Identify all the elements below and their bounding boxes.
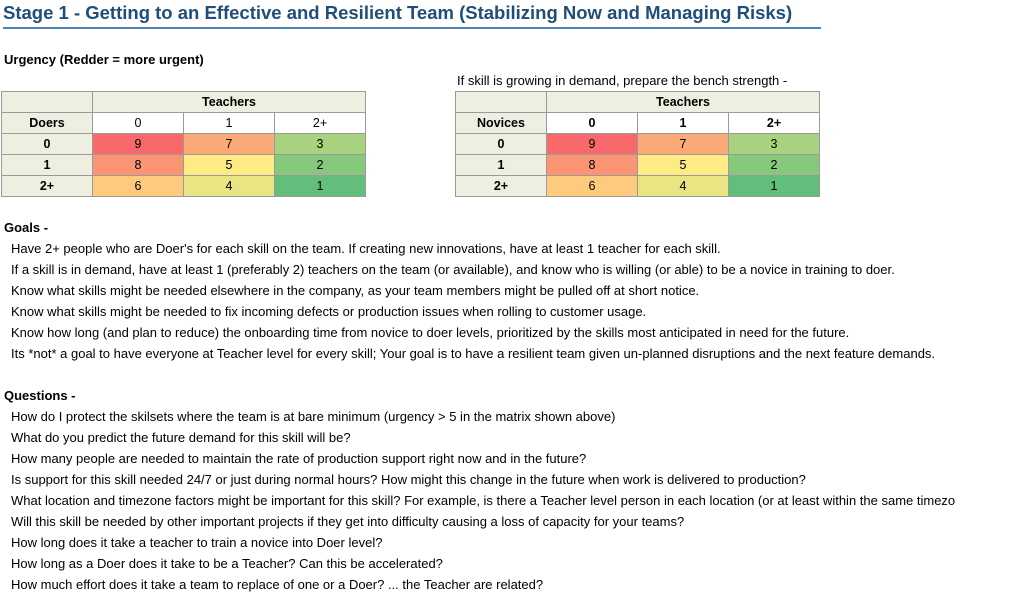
matrix-row-header: Novices <box>455 112 547 134</box>
matrix-cell: 3 <box>727 133 821 155</box>
matrix-row-label: 0 <box>455 133 547 155</box>
matrix-cell: 9 <box>546 133 638 155</box>
matrix-cell: 3 <box>273 133 367 155</box>
urgency-matrix-novices: Teachers Novices 0 1 2+ 0 9 7 3 1 8 5 2 … <box>455 91 821 197</box>
matrix-row-label: 2+ <box>455 175 547 197</box>
matrix-cell: 4 <box>183 175 275 197</box>
matrix-row-label: 0 <box>1 133 93 155</box>
question-item: How much effort does it take a team to r… <box>11 577 544 592</box>
goal-item: If a skill is in demand, have at least 1… <box>11 262 895 277</box>
matrix-cell: 8 <box>92 154 184 176</box>
goal-item: Have 2+ people who are Doer's for each s… <box>11 241 721 256</box>
matrix-group-header: Teachers <box>545 91 821 113</box>
question-item: What location and timezone factors might… <box>11 493 956 508</box>
matrix-cell: 6 <box>92 175 184 197</box>
matrix-cell: 6 <box>546 175 638 197</box>
matrix-row-label: 2+ <box>1 175 93 197</box>
page-title: Stage 1 - Getting to an Effective and Re… <box>3 2 821 29</box>
goals-heading: Goals - <box>4 220 49 235</box>
matrix-col-label: 0 <box>92 112 184 134</box>
bench-note: If skill is growing in demand, prepare t… <box>457 73 788 88</box>
urgency-matrix-doers: Teachers Doers 0 1 2+ 0 9 7 3 1 8 5 2 2+… <box>1 91 367 197</box>
urgency-label: Urgency (Redder = more urgent) <box>4 52 204 67</box>
matrix-cell: 8 <box>546 154 638 176</box>
matrix-col-label: 0 <box>546 112 638 134</box>
matrix-cell: 2 <box>727 154 821 176</box>
question-item: Is support for this skill needed 24/7 or… <box>11 472 806 487</box>
matrix-row-label: 1 <box>455 154 547 176</box>
matrix-cell: 7 <box>183 133 275 155</box>
matrix-cell: 9 <box>92 133 184 155</box>
question-item: What do you predict the future demand fo… <box>11 430 351 445</box>
matrix-col-label: 2+ <box>727 112 821 134</box>
matrix-cell: 1 <box>273 175 367 197</box>
goal-item: Know what skills might be needed to fix … <box>11 304 647 319</box>
question-item: How do I protect the skilsets where the … <box>11 409 616 424</box>
matrix-cell: 5 <box>637 154 729 176</box>
matrix-corner <box>1 91 93 113</box>
question-item: How long as a Doer does it take to be a … <box>11 556 443 571</box>
matrix-cell: 2 <box>273 154 367 176</box>
matrix-group-header: Teachers <box>91 91 367 113</box>
goal-item: Know how long (and plan to reduce) the o… <box>11 325 850 340</box>
question-item: How long does it take a teacher to train… <box>11 535 383 550</box>
matrix-cell: 1 <box>727 175 821 197</box>
matrix-corner <box>455 91 547 113</box>
questions-heading: Questions - <box>4 388 76 403</box>
matrix-col-label: 2+ <box>273 112 367 134</box>
matrix-cell: 7 <box>637 133 729 155</box>
matrix-cell: 5 <box>183 154 275 176</box>
matrix-row-header: Doers <box>1 112 93 134</box>
matrix-col-label: 1 <box>637 112 729 134</box>
question-item: How many people are needed to maintain t… <box>11 451 587 466</box>
question-item: Will this skill be needed by other impor… <box>11 514 685 529</box>
goal-item: Know what skills might be needed elsewhe… <box>11 283 700 298</box>
matrix-row-label: 1 <box>1 154 93 176</box>
goal-item: Its *not* a goal to have everyone at Tea… <box>11 346 936 361</box>
matrix-cell: 4 <box>637 175 729 197</box>
matrix-col-label: 1 <box>183 112 275 134</box>
